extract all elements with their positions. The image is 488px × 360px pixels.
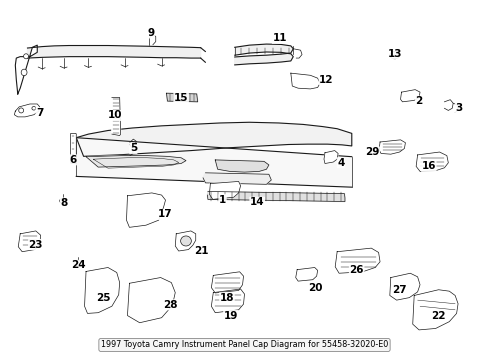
Text: 17: 17 — [158, 210, 172, 220]
Text: 12: 12 — [319, 75, 333, 85]
Polygon shape — [112, 98, 121, 135]
Text: 21: 21 — [194, 246, 208, 256]
Text: 15: 15 — [174, 93, 188, 103]
Text: 6: 6 — [69, 155, 76, 165]
Ellipse shape — [21, 69, 27, 76]
Polygon shape — [295, 267, 317, 281]
Polygon shape — [175, 231, 195, 251]
Polygon shape — [126, 193, 165, 227]
Text: 7: 7 — [36, 108, 43, 118]
Polygon shape — [215, 160, 268, 172]
Ellipse shape — [23, 54, 28, 59]
Text: 9: 9 — [147, 28, 154, 38]
Polygon shape — [389, 273, 419, 300]
FancyBboxPatch shape — [70, 134, 76, 163]
Text: 1997 Toyota Camry Instrument Panel Cap Diagram for 55458-32020-E0: 1997 Toyota Camry Instrument Panel Cap D… — [101, 341, 387, 350]
Polygon shape — [86, 156, 185, 167]
Polygon shape — [378, 140, 405, 154]
Text: 1: 1 — [219, 195, 226, 205]
Ellipse shape — [19, 108, 23, 113]
Polygon shape — [127, 278, 175, 323]
Text: 25: 25 — [96, 293, 110, 303]
Polygon shape — [203, 173, 271, 184]
Polygon shape — [76, 122, 351, 156]
Polygon shape — [84, 267, 120, 314]
Polygon shape — [209, 181, 240, 199]
Text: 8: 8 — [61, 198, 67, 208]
Polygon shape — [412, 290, 457, 330]
Polygon shape — [27, 45, 200, 58]
Text: 22: 22 — [430, 311, 445, 321]
Polygon shape — [76, 138, 351, 187]
Polygon shape — [234, 44, 293, 65]
Text: 18: 18 — [219, 293, 234, 303]
Text: 4: 4 — [337, 158, 344, 168]
Polygon shape — [18, 231, 41, 252]
Polygon shape — [207, 192, 344, 202]
Text: 2: 2 — [415, 96, 422, 106]
Ellipse shape — [32, 107, 36, 110]
Text: 24: 24 — [71, 260, 86, 270]
Text: 27: 27 — [391, 285, 406, 296]
Text: 5: 5 — [129, 143, 137, 153]
Polygon shape — [290, 73, 320, 89]
Text: 20: 20 — [308, 283, 322, 293]
Circle shape — [60, 198, 66, 203]
Polygon shape — [415, 152, 447, 171]
Text: 11: 11 — [272, 33, 286, 43]
Text: 10: 10 — [108, 111, 122, 121]
Circle shape — [74, 260, 81, 266]
Polygon shape — [14, 104, 40, 117]
Text: 26: 26 — [349, 265, 363, 275]
Circle shape — [389, 51, 399, 59]
Text: 13: 13 — [386, 49, 401, 59]
Polygon shape — [444, 100, 452, 111]
Polygon shape — [211, 272, 243, 293]
Text: 3: 3 — [454, 103, 462, 113]
Ellipse shape — [180, 236, 191, 246]
Polygon shape — [15, 45, 37, 94]
Polygon shape — [166, 93, 197, 102]
Polygon shape — [324, 150, 337, 163]
Text: 14: 14 — [249, 197, 264, 207]
Polygon shape — [400, 90, 419, 102]
Text: 19: 19 — [223, 311, 238, 320]
Polygon shape — [211, 289, 244, 313]
Text: 29: 29 — [365, 147, 379, 157]
Text: 16: 16 — [421, 161, 435, 171]
Polygon shape — [334, 248, 379, 273]
Text: 23: 23 — [28, 239, 43, 249]
Text: 28: 28 — [163, 300, 177, 310]
